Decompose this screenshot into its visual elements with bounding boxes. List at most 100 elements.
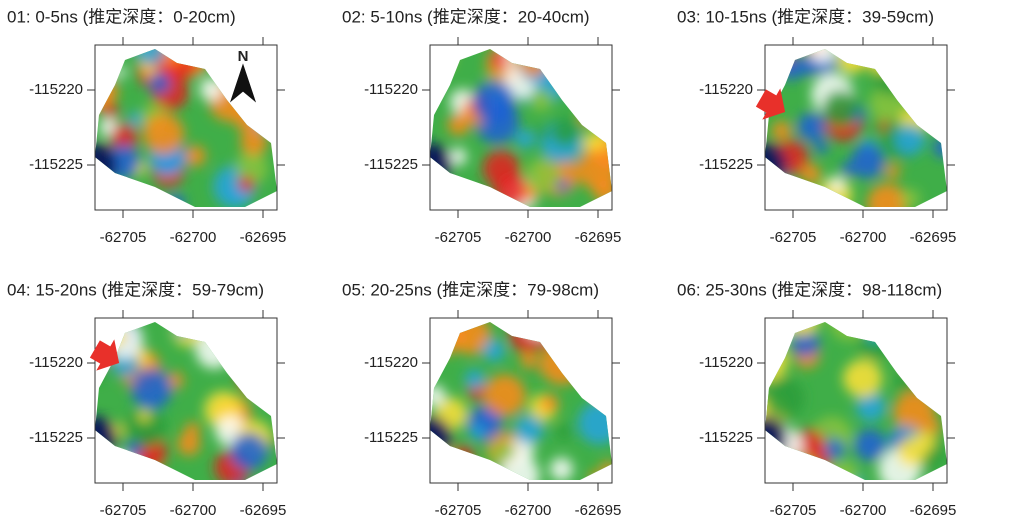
heat-blob (109, 329, 127, 347)
heat-blob (138, 409, 150, 421)
heat-blob (589, 337, 607, 355)
heat-blob (516, 130, 535, 149)
heat-blob (772, 121, 792, 141)
heat-blob (255, 364, 280, 389)
x-tick-label: -62700 (840, 229, 887, 246)
north-arrow (231, 65, 255, 101)
x-tick-label: -62695 (240, 229, 287, 246)
heat-blob (484, 374, 526, 416)
x-tick-label: -62695 (575, 229, 622, 246)
y-tick-label: -115220 (699, 354, 753, 371)
heat-blob (525, 158, 560, 193)
heat-blob (556, 424, 572, 440)
heat-blob (580, 304, 619, 343)
heat-blob (801, 465, 818, 482)
panel-title: 03: 10-15ns (推定深度：39-59cm) (677, 7, 934, 26)
heat-blob (107, 454, 136, 483)
heat-blob (809, 36, 837, 64)
heat-blob (83, 178, 126, 221)
y-tick-label: -115225 (364, 429, 418, 446)
heat-blob (196, 331, 233, 368)
y-tick-label: -115225 (699, 429, 753, 446)
panel-title: 06: 25-30ns (推定深度：98-118cm) (677, 280, 942, 299)
y-tick-label: -115220 (364, 354, 418, 371)
y-tick-label: -115225 (699, 156, 753, 173)
x-tick-label: -62700 (170, 229, 217, 246)
y-tick-label: -115220 (29, 354, 83, 371)
heat-blob (550, 458, 573, 481)
heat-blob (135, 34, 166, 65)
heat-blob (896, 362, 933, 399)
heat-blob (830, 176, 845, 191)
north-label: N (238, 48, 249, 65)
heat-blob (885, 164, 900, 179)
heat-blob (267, 355, 281, 369)
heat-blob (103, 447, 117, 461)
heat-blob (538, 316, 573, 351)
heat-blob (854, 429, 886, 461)
heat-blob (844, 359, 883, 398)
heat-blob (103, 104, 118, 119)
heat-blob (892, 332, 912, 352)
heat-blob (525, 50, 542, 67)
heat-blob (581, 87, 623, 129)
x-tick-label: -62705 (770, 502, 817, 519)
panel: -62705-62700-62695-115220-11522506: 25-3… (677, 280, 961, 518)
heat-blob (933, 138, 953, 158)
heat-blob (600, 461, 616, 477)
heat-blob (265, 109, 284, 128)
panel-title: 04: 15-20ns (推定深度：59-79cm) (7, 280, 264, 299)
heat-blob (95, 52, 108, 65)
heat-blob (851, 475, 863, 487)
y-tick-label: -115225 (29, 156, 83, 173)
heat-blob (246, 345, 263, 362)
heatmap (408, 304, 621, 495)
heat-blob (925, 48, 948, 71)
panel: -62705-62700-62695-115220-11522501: 0-5n… (7, 7, 286, 245)
heat-blob (829, 302, 868, 341)
heat-blob (749, 341, 789, 381)
x-tick-label: -62700 (840, 502, 887, 519)
panel: -62705-62700-62695-115220-11522503: 10-1… (677, 7, 956, 245)
heat-blob (837, 46, 865, 74)
heat-blob (540, 394, 558, 412)
heat-blob (858, 323, 894, 359)
heat-blob (472, 81, 515, 124)
heat-blob (780, 456, 800, 476)
heat-blob (509, 316, 546, 353)
heat-blob (540, 341, 584, 385)
heat-blob (175, 321, 191, 337)
heat-blob (492, 51, 509, 68)
heat-blob (530, 89, 553, 112)
y-tick-label: -115225 (29, 429, 83, 446)
heat-blob (867, 184, 907, 224)
heatmap (73, 28, 284, 221)
heat-blob (177, 432, 200, 455)
heat-blob (557, 323, 579, 345)
heat-blob (167, 194, 185, 212)
heat-blob (814, 140, 828, 154)
heat-blob (238, 176, 255, 193)
heat-blob (801, 164, 821, 184)
heat-blob (511, 39, 535, 63)
figure: -62705-62700-62695-115220-11522501: 0-5n… (0, 0, 1019, 524)
heat-blob (920, 336, 961, 377)
x-tick-label: -62705 (435, 502, 482, 519)
heatmap (73, 315, 284, 489)
panel: -62705-62700-62695-115220-11522505: 20-2… (342, 280, 621, 518)
heat-blob (521, 53, 545, 77)
heat-blob (535, 127, 549, 141)
heat-blob (493, 173, 528, 208)
heat-blob (827, 460, 858, 491)
heat-blob (514, 415, 543, 444)
heat-blob (249, 347, 267, 365)
x-tick-label: -62705 (770, 229, 817, 246)
heat-blob (255, 371, 283, 399)
heatmap (743, 302, 961, 491)
heat-blob (824, 439, 845, 460)
panel-title: 02: 5-10ns (推定深度：20-40cm) (342, 7, 590, 26)
heat-blob (846, 29, 883, 66)
heat-blob (903, 344, 934, 375)
heat-blob (447, 313, 466, 332)
